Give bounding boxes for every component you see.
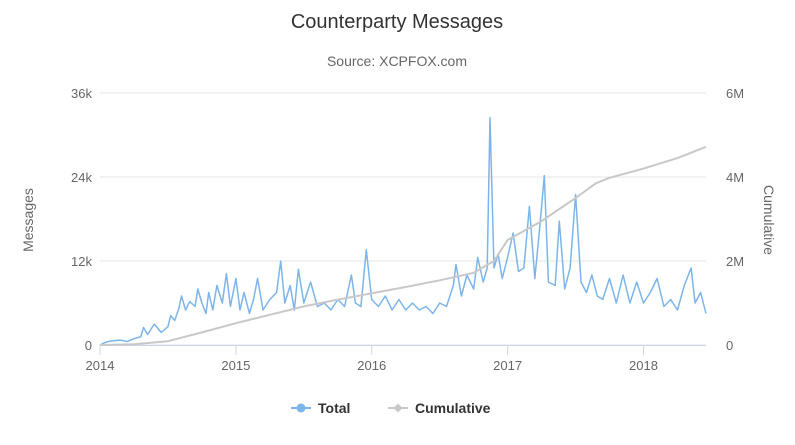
- legend-item-cumulative[interactable]: Cumulative: [388, 400, 491, 416]
- left-tick-label: 36k: [71, 86, 92, 101]
- legend: Total Cumulative: [291, 400, 491, 416]
- chart-subtitle: Source: XCPFOX.com: [327, 53, 467, 69]
- legend-total-label: Total: [318, 400, 350, 416]
- legend-cumulative-marker-icon: [393, 403, 403, 413]
- chart-title: Counterparty Messages: [291, 11, 503, 33]
- left-tick-label: 24k: [71, 170, 92, 185]
- left-axis-ticks: 0 12k 24k 36k: [71, 86, 92, 353]
- legend-total-marker-icon: [296, 403, 306, 413]
- right-tick-label: 2M: [726, 254, 744, 269]
- x-tick-label: 2017: [493, 358, 522, 373]
- x-tick-label: 2014: [86, 358, 115, 373]
- x-tick-label: 2015: [221, 358, 250, 373]
- right-tick-label: 4M: [726, 170, 744, 185]
- series-line-total[interactable]: [99, 116, 707, 346]
- right-axis-ticks: 0 2M 4M 6M: [726, 86, 744, 353]
- left-tick-label: 0: [85, 338, 92, 353]
- legend-item-total[interactable]: Total: [291, 400, 350, 416]
- series-line-cumulative[interactable]: [99, 145, 707, 346]
- legend-cumulative-label: Cumulative: [415, 400, 491, 416]
- x-tick-label: 2018: [629, 358, 658, 373]
- right-axis-title: Cumulative: [761, 185, 777, 255]
- left-tick-label: 12k: [71, 254, 92, 269]
- right-tick-label: 6M: [726, 86, 744, 101]
- left-axis-title: Messages: [20, 188, 36, 252]
- x-axis: 2014 2015 2016 2017 2018: [86, 345, 706, 373]
- series-layer: [99, 116, 707, 346]
- x-tick-label: 2016: [357, 358, 386, 373]
- right-tick-label: 0: [726, 338, 733, 353]
